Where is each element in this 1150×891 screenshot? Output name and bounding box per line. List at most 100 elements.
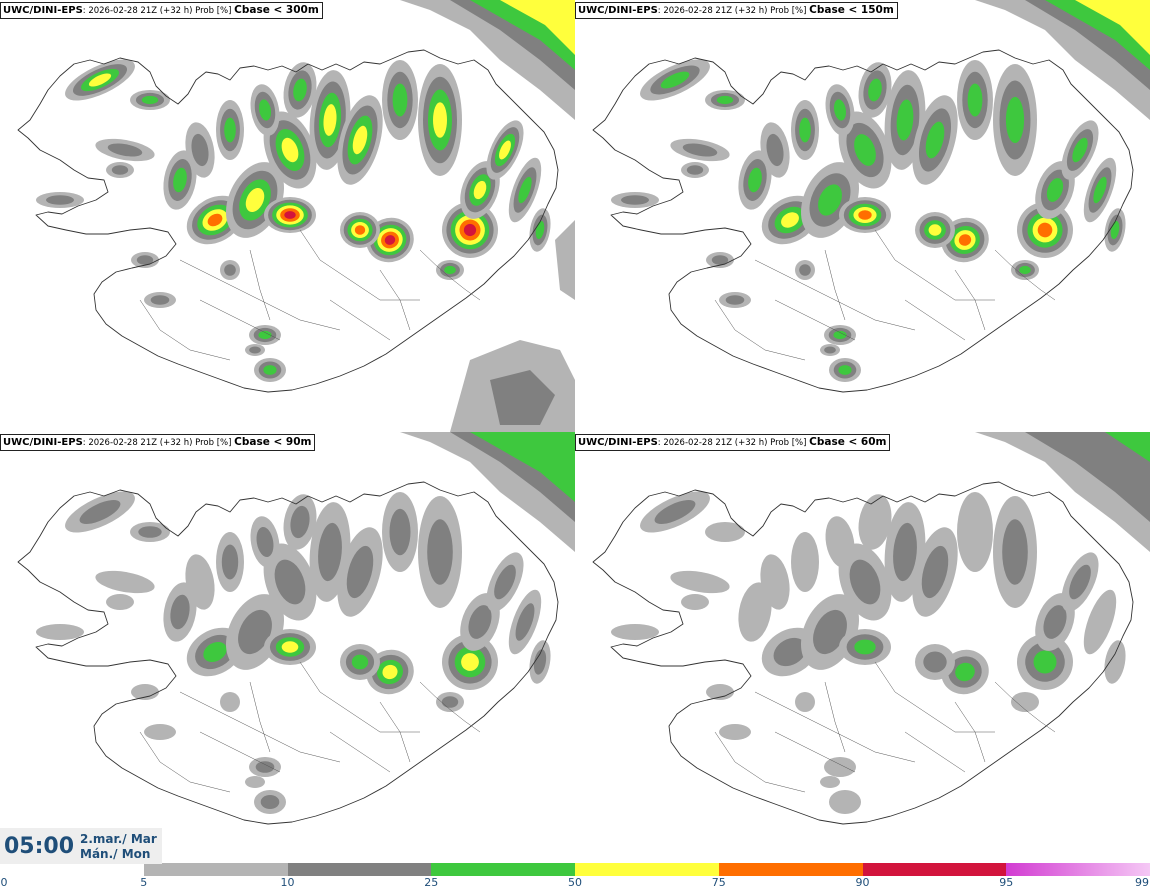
probability-contour: [1046, 178, 1064, 202]
probability-colorbar: 0 5 10 25 50 75 90 95 99: [0, 863, 1150, 891]
probability-contour: [88, 73, 112, 87]
probability-contour: [263, 365, 277, 375]
probability-contour: [716, 95, 734, 105]
probability-contour: [220, 692, 240, 712]
admin-boundary: [299, 229, 420, 301]
colorbar-tick-label: 5: [140, 876, 148, 889]
probability-contour: [389, 508, 411, 556]
probability-contour: [868, 78, 882, 102]
coastline: [592, 481, 1134, 825]
boundary-lines: [139, 229, 481, 361]
colorbar-segment: [431, 863, 575, 876]
sea-probability-area: [470, 432, 575, 502]
coastline: [17, 49, 559, 393]
admin-boundary: [379, 701, 411, 763]
probability-contour: [138, 526, 162, 538]
probability-contour: [293, 78, 307, 102]
probability-contour: [36, 624, 84, 640]
probability-contour: [323, 104, 337, 136]
admin-boundary: [874, 229, 995, 301]
probability-contour: [79, 500, 121, 524]
admin-boundary: [249, 681, 271, 753]
map-panel-cbase-60m: UWC/DINI-EPS: 2026-02-28 21Z (+32 h) Pro…: [575, 432, 1150, 864]
probability-contour: [141, 95, 159, 105]
panel-title: UWC/DINI-EPS: 2026-02-28 21Z (+32 h) Pro…: [0, 2, 323, 19]
probability-contour: [896, 99, 914, 141]
probability-contour: [1043, 605, 1067, 639]
probability-contour: [854, 639, 876, 655]
coastline: [17, 481, 559, 825]
probability-contour: [858, 210, 872, 220]
admin-boundary: [139, 731, 231, 793]
probability-contour: [833, 330, 847, 340]
colorbar-segment: [718, 863, 863, 876]
probability-contour: [795, 692, 815, 712]
probability-contour: [284, 211, 296, 219]
probability-contour: [444, 265, 456, 275]
panel-title: UWC/DINI-EPS: 2026-02-28 21Z (+32 h) Pro…: [575, 2, 898, 19]
colorbar-tick-label: 90: [855, 876, 870, 889]
probability-contour: [820, 776, 840, 788]
sea-field-layer: [975, 0, 1150, 120]
probability-contour: [799, 264, 811, 276]
probability-contour: [928, 224, 942, 236]
land-field-layer: [36, 59, 551, 382]
probability-contour: [144, 724, 176, 740]
probability-contour: [925, 121, 945, 159]
probability-contour: [921, 545, 949, 599]
valid-date-line1: 2.mar./ Mar: [80, 832, 157, 846]
sea-probability-area: [1025, 432, 1150, 522]
probability-contour: [1019, 265, 1031, 275]
probability-contour: [824, 757, 856, 777]
admin-boundary: [199, 731, 281, 773]
probability-contour: [427, 519, 453, 585]
admin-boundary: [824, 681, 846, 753]
admin-boundary: [774, 299, 856, 341]
admin-boundary: [994, 681, 1056, 733]
probability-contour: [131, 684, 159, 700]
run-info: : 2026-02-28 21Z (+32 h) Prob [%]: [657, 6, 810, 16]
colorbar-segment: [287, 863, 432, 876]
probability-contour: [136, 255, 154, 265]
probability-contour: [1072, 137, 1088, 163]
iceland-probability-map: [17, 432, 575, 825]
probability-contour: [518, 176, 532, 204]
admin-boundary: [299, 661, 420, 733]
admin-boundary: [754, 691, 916, 763]
admin-boundary: [199, 299, 281, 341]
probability-contour: [813, 609, 847, 655]
colorbar-tick-label: 25: [424, 876, 439, 889]
probability-contour: [150, 295, 170, 305]
probability-contour: [818, 184, 842, 216]
iceland-probability-map: [17, 0, 575, 432]
model-name: UWC/DINI-EPS: [3, 5, 83, 16]
colorbar-segment: [1006, 863, 1150, 876]
sea-field-layer: [400, 432, 575, 552]
sea-probability-area: [1075, 0, 1150, 55]
colorbar-tick-label: 99: [1135, 876, 1149, 889]
probability-contour: [494, 564, 516, 600]
panel-title: UWC/DINI-EPS: 2026-02-28 21Z (+32 h) Pro…: [0, 434, 316, 451]
probability-contour: [738, 582, 772, 642]
probability-contour: [621, 195, 649, 205]
probability-contour: [766, 133, 784, 167]
variable-name: Cbase < 300m: [234, 4, 319, 16]
sea-probability-area: [555, 220, 575, 300]
admin-boundary: [754, 259, 916, 331]
probability-contour: [384, 235, 396, 245]
probability-contour: [957, 492, 993, 572]
valid-date-line2: Mán./ Mon: [80, 847, 151, 861]
probability-contour: [207, 213, 223, 227]
variable-name: Cbase < 90m: [234, 436, 312, 448]
probability-contour: [382, 664, 398, 680]
probability-contour: [660, 71, 690, 89]
probability-contour: [858, 494, 892, 550]
probability-contour: [681, 594, 709, 610]
probability-contour: [829, 790, 861, 814]
colorbar-tick-label: 50: [568, 876, 582, 889]
land-field-layer: [611, 491, 1126, 814]
probability-contour: [249, 346, 261, 354]
colorbar-segment: [575, 863, 719, 876]
land-field-layer: [611, 59, 1126, 382]
probability-contour: [533, 649, 547, 675]
